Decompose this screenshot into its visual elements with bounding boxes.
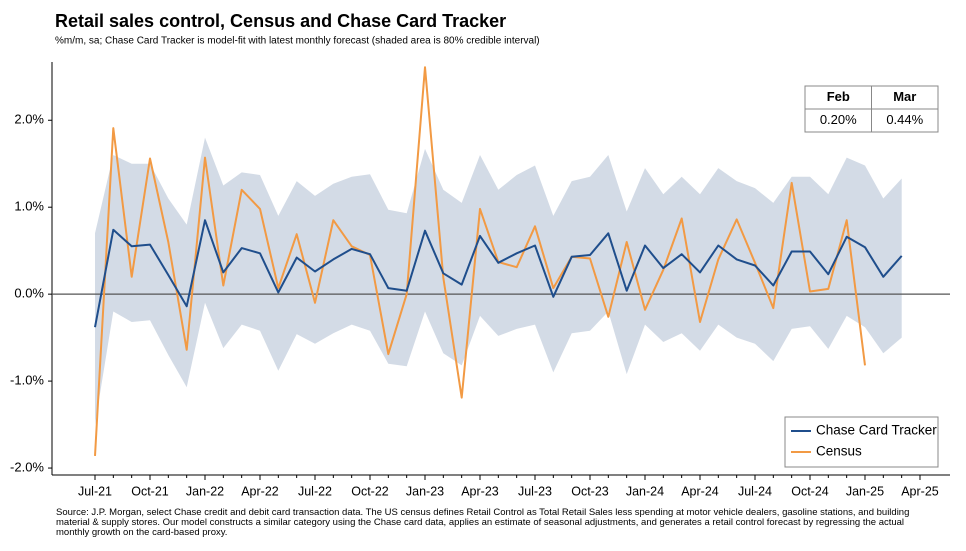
x-tick-label: Jan-25 — [846, 484, 884, 498]
x-tick-label: Apr-24 — [681, 484, 719, 498]
credible-band — [95, 137, 902, 425]
x-tick-label: Apr-25 — [901, 484, 939, 498]
legend-label: Chase Card Tracker — [816, 423, 937, 438]
table-cell: 0.20% — [820, 112, 857, 127]
y-tick-label: 1.0% — [14, 199, 44, 214]
y-tick-label: 0.0% — [14, 286, 44, 301]
legend-box — [784, 416, 939, 468]
source-note: Source: J.P. Morgan, select Chase credit… — [56, 507, 910, 538]
x-tick-label: Jul-23 — [518, 484, 552, 498]
x-tick-label: Jul-22 — [298, 484, 332, 498]
table-header: Feb — [827, 89, 850, 104]
table-cell: 0.44% — [886, 112, 923, 127]
x-tick-label: Jul-21 — [78, 484, 112, 498]
x-tick-label: Apr-22 — [241, 484, 279, 498]
y-tick-label: -1.0% — [10, 373, 44, 388]
x-tick-label: Apr-23 — [461, 484, 499, 498]
chart: Retail sales control, Census and Chase C… — [10, 11, 950, 498]
x-tick-label: Jul-24 — [738, 484, 772, 498]
legend-label: Census — [816, 444, 862, 459]
x-tick-label: Oct-23 — [571, 484, 609, 498]
y-tick-label: -2.0% — [10, 459, 44, 474]
table-header: Mar — [893, 89, 916, 104]
x-tick-label: Oct-22 — [351, 484, 389, 498]
x-tick-label: Oct-24 — [791, 484, 829, 498]
chart-subtitle: %m/m, sa; Chase Card Tracker is model-fi… — [55, 36, 540, 47]
series-line — [94, 219, 903, 328]
series-line — [94, 66, 866, 456]
x-tick-label: Oct-21 — [131, 484, 169, 498]
x-tick-label: Jan-24 — [626, 484, 664, 498]
chart-title: Retail sales control, Census and Chase C… — [55, 11, 506, 31]
x-tick-label: Jan-22 — [186, 484, 224, 498]
y-tick-label: 2.0% — [14, 112, 44, 127]
x-tick-label: Jan-23 — [406, 484, 444, 498]
